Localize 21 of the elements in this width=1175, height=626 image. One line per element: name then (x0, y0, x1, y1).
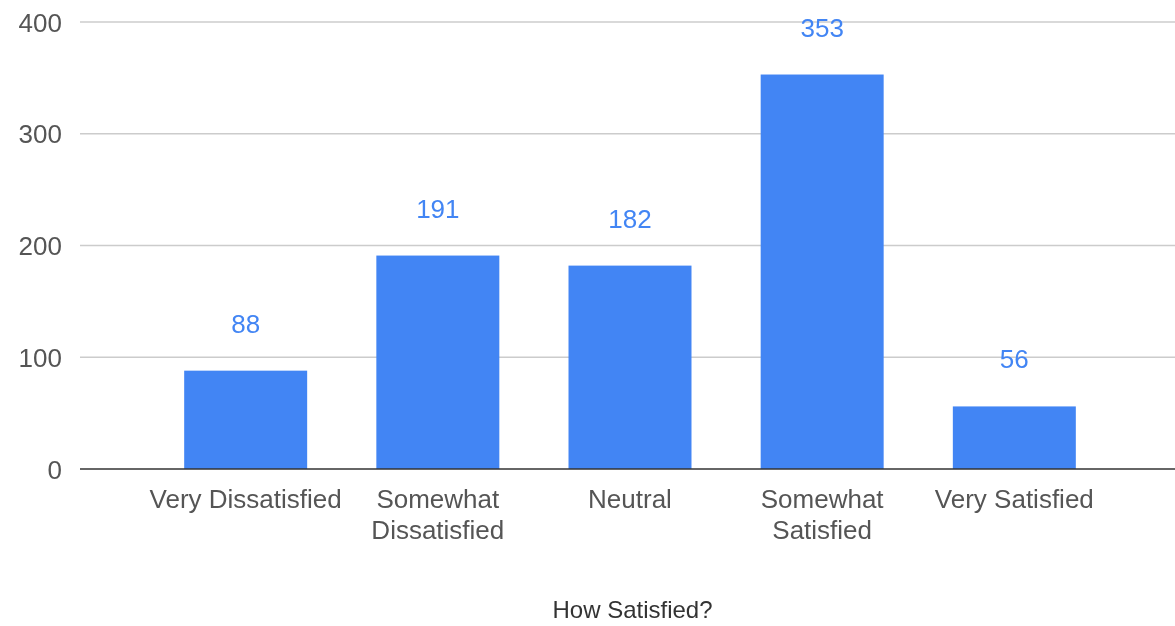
y-tick-label: 300 (18, 119, 62, 150)
x-axis-title: How Satisfied? (552, 596, 713, 623)
y-tick-label: 400 (18, 7, 62, 38)
x-tick-label: Somewhat Dissatisfied (371, 484, 505, 546)
x-tick-label: Neutral (588, 484, 672, 514)
x-tick-label: Very Satisfied (934, 484, 1094, 514)
data-label: 191 (416, 193, 460, 224)
x-tick-label: Very Dissatisfied (149, 484, 342, 514)
x-tick-label: Somewhat Satisfied (760, 484, 885, 546)
data-label: 353 (800, 12, 844, 43)
y-tick-label: 0 (47, 454, 62, 485)
data-label: 182 (608, 203, 652, 234)
bar (376, 255, 500, 469)
bar (184, 370, 308, 469)
bar (952, 406, 1076, 469)
data-label: 88 (231, 308, 261, 339)
data-label: 56 (999, 344, 1029, 375)
bar (568, 265, 692, 469)
y-tick-label: 200 (18, 231, 62, 262)
y-tick-label: 100 (18, 342, 62, 373)
bar (760, 74, 884, 469)
